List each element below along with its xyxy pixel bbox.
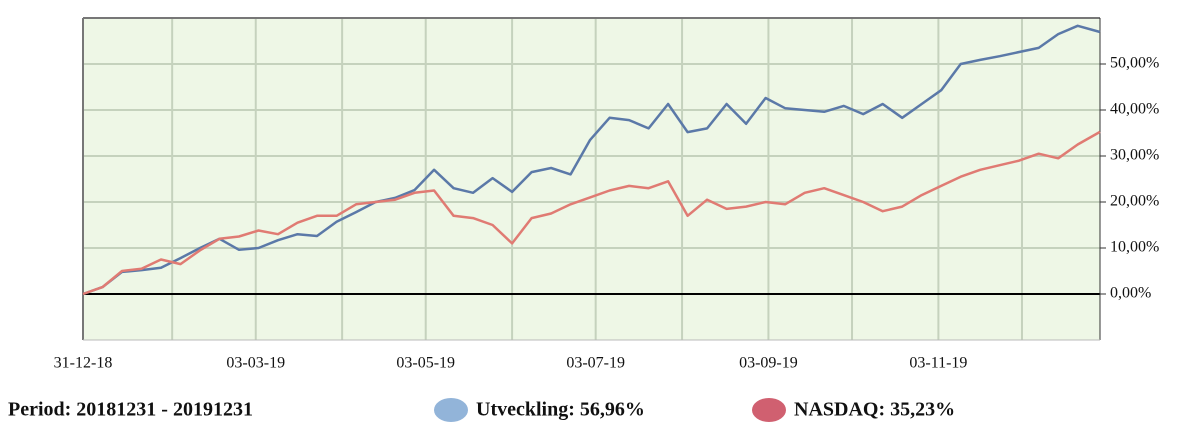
period-label: Period: 20181231 - 20191231 (8, 399, 253, 421)
x-tick-label: 03-07-19 (566, 355, 625, 372)
legend-marker (752, 398, 786, 422)
y-tick-label: 50,00% (1110, 55, 1159, 72)
plot-area (83, 18, 1100, 340)
line-series (82, 130, 1101, 296)
y-tick-label: 0,00% (1110, 285, 1151, 302)
legend-marker (434, 398, 468, 422)
line-series (82, 24, 1101, 296)
legend-label: NASDAQ: 35,23% (794, 399, 955, 421)
y-tick-label: 30,00% (1110, 147, 1159, 164)
y-tick-label: 10,00% (1110, 239, 1159, 256)
x-tick-label: 03-03-19 (226, 355, 285, 372)
x-tick-label: 03-05-19 (396, 355, 455, 372)
y-tick-label: 20,00% (1110, 193, 1159, 210)
legend-label: Utveckling: 56,96% (476, 399, 645, 421)
x-tick-label: 03-11-19 (909, 355, 967, 372)
x-tick-label: 03-09-19 (739, 355, 798, 372)
y-tick-label: 40,00% (1110, 101, 1159, 118)
x-tick-label: 31-12-18 (54, 355, 113, 372)
